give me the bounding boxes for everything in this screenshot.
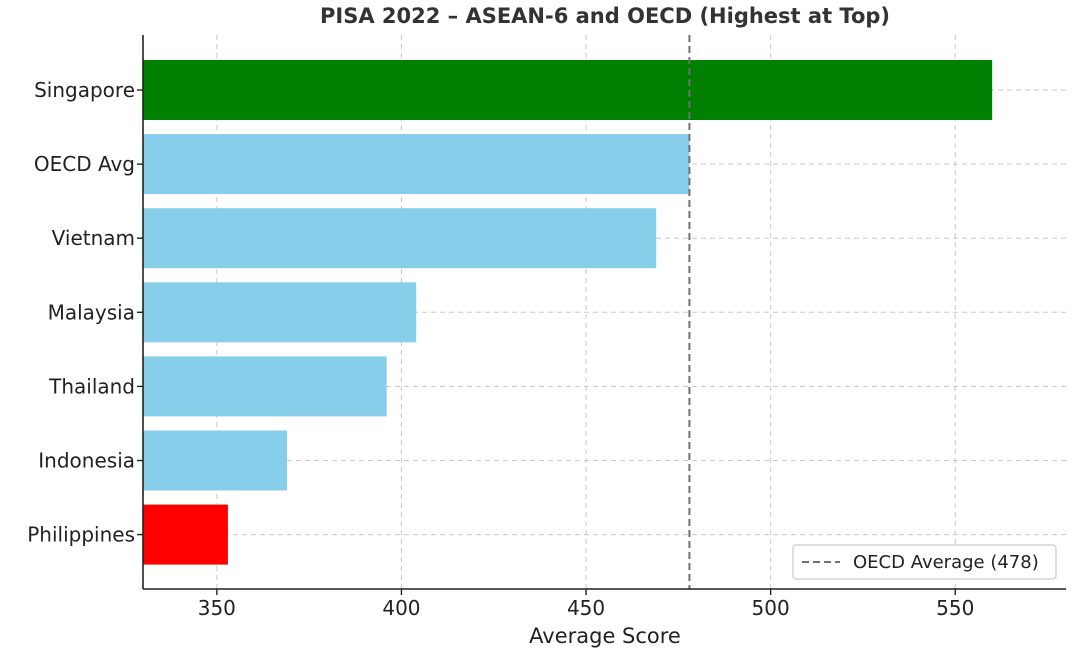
bar-philippines [143,504,228,565]
y-tick-label-philippines: Philippines [27,523,135,547]
y-tick-label-indonesia: Indonesia [38,449,135,473]
y-tick-label-oecd-avg: OECD Avg [34,152,135,176]
y-tick-label-malaysia: Malaysia [48,300,135,324]
y-tick-label-thailand: Thailand [48,374,135,398]
x-tick-label-450: 450 [567,596,605,620]
x-tick-label-400: 400 [382,596,420,620]
bar-singapore [143,60,993,120]
y-tick-label-singapore: Singapore [34,78,135,102]
bar-malaysia [143,282,417,343]
bar-indonesia [143,430,287,491]
y-tick-label-vietnam: Vietnam [52,226,135,250]
x-axis-label: Average Score [529,624,681,648]
tick-labels: 350 400 450 500 550 Singapore OECD Avg Vietnam M… [27,78,974,620]
axes [137,35,1066,595]
legend-entry-oecd-average: OECD Average (478) [853,552,1039,573]
x-tick-label-500: 500 [752,596,790,620]
x-tick-label-550: 550 [936,596,974,620]
legend-box [792,544,1057,580]
bar-thailand [143,356,387,417]
chart-title: PISA 2022 – ASEAN-6 and OECD (Highest at… [320,4,890,28]
bar-vietnam [143,208,657,269]
bar-oecd-avg [143,134,690,195]
x-tick-label-350: 350 [198,596,236,620]
legend: OECD Average (478) [792,544,1057,580]
bars [143,60,993,565]
